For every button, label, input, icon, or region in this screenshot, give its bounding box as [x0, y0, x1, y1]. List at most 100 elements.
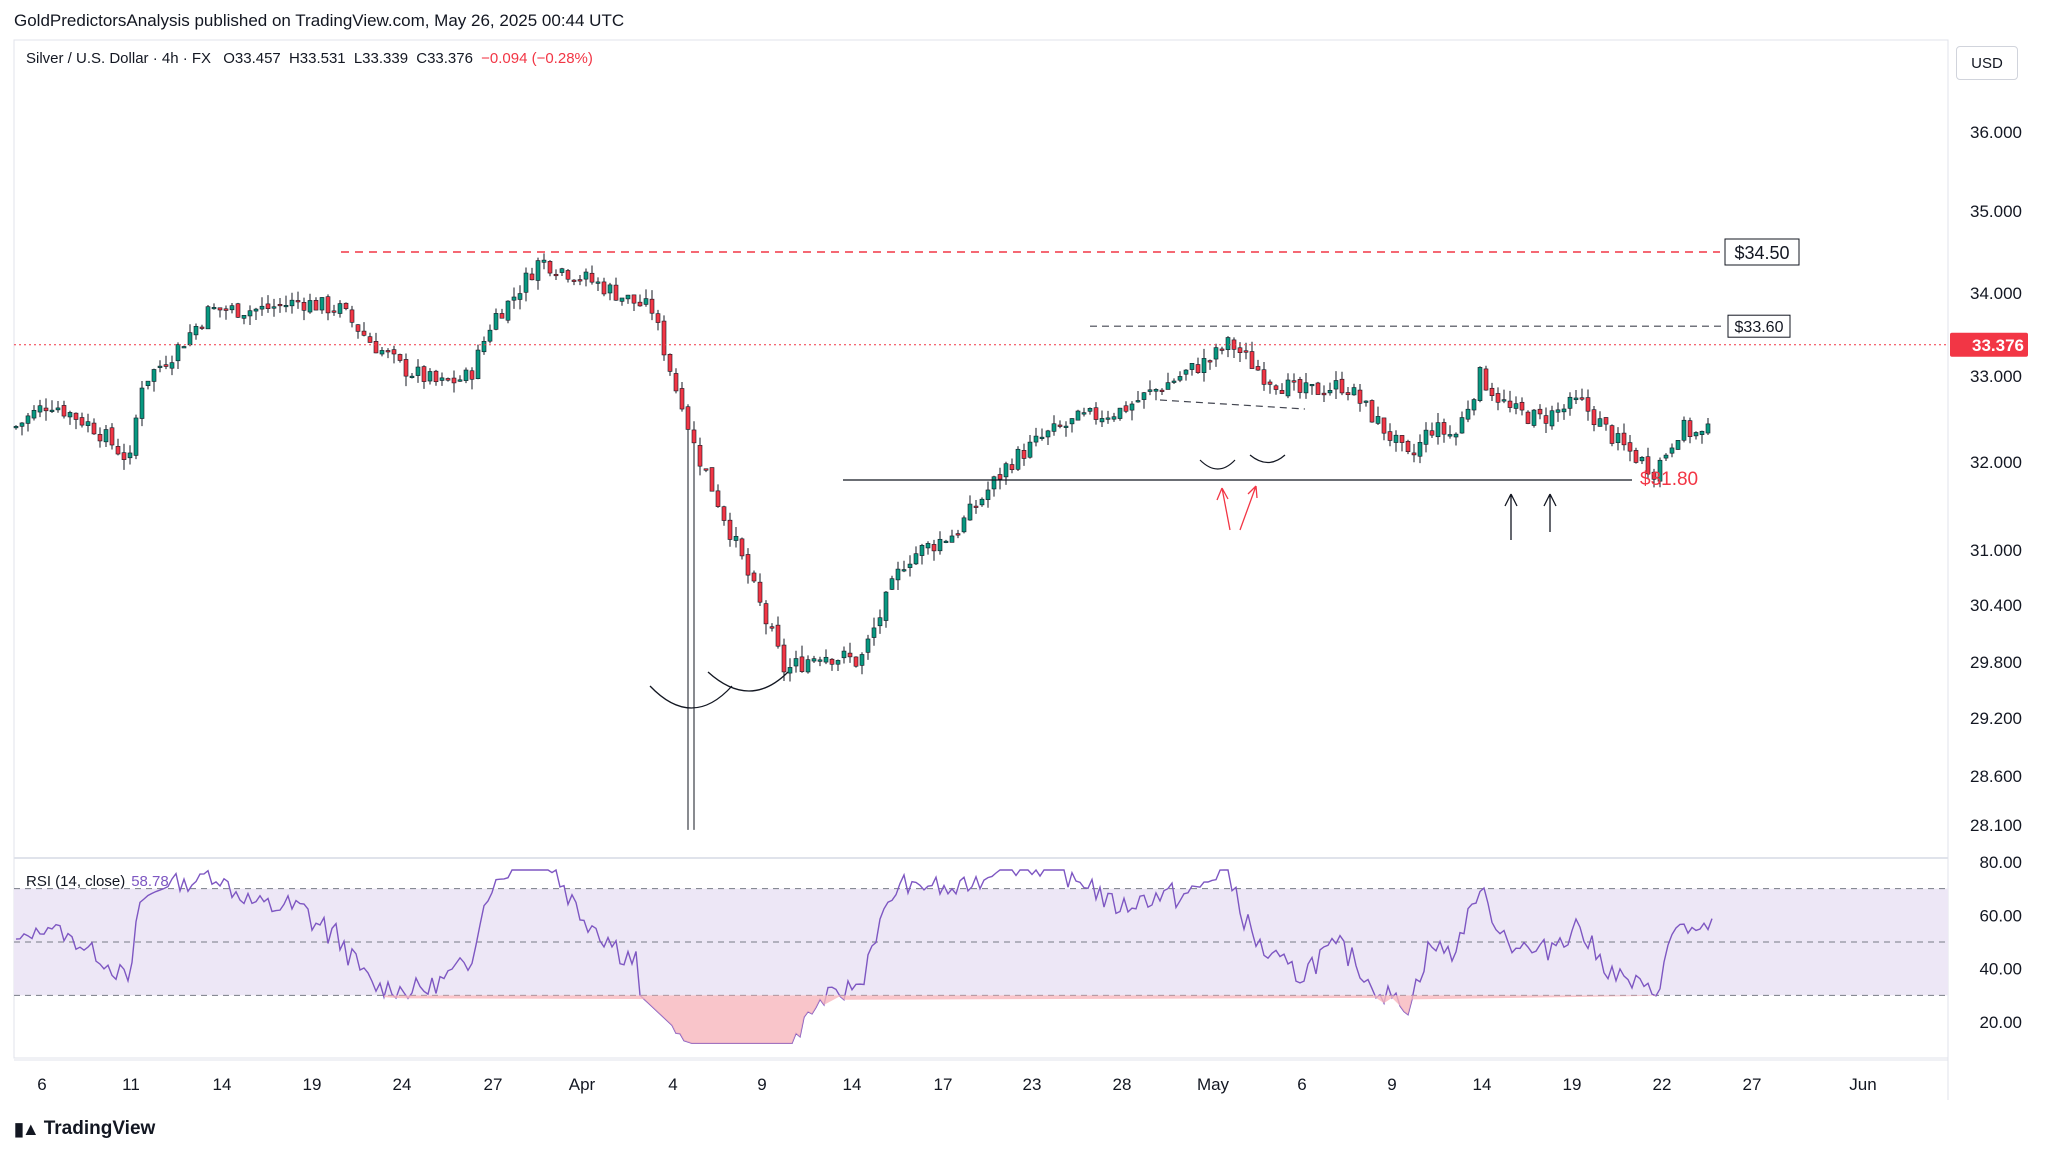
- time-tick-label: 28: [1113, 1075, 1132, 1094]
- candle-body: [727, 519, 733, 540]
- candle-body: [265, 303, 271, 309]
- candle-body: [1147, 389, 1153, 392]
- candle-body: [967, 503, 973, 521]
- candle-body: [907, 563, 913, 568]
- candle-body: [1051, 423, 1057, 432]
- candle-body: [601, 281, 607, 295]
- candle-body: [643, 298, 649, 305]
- candle-body: [283, 304, 289, 308]
- candle-body: [607, 284, 613, 294]
- candle-body: [1501, 399, 1507, 402]
- candle-body: [1579, 397, 1585, 400]
- candle-body: [55, 407, 61, 411]
- candle-body: [1453, 433, 1459, 438]
- candle-body: [1123, 405, 1129, 412]
- currency-button[interactable]: USD: [1956, 46, 2018, 80]
- candle-body: [1405, 440, 1411, 452]
- candle-body: [1219, 348, 1225, 351]
- candle-body: [493, 313, 499, 330]
- candle-body: [1297, 379, 1303, 393]
- candle-body: [841, 650, 847, 659]
- candle-body: [1567, 396, 1573, 409]
- candle-body: [1525, 411, 1531, 424]
- candle-body: [1267, 381, 1273, 385]
- candle-body: [829, 658, 835, 665]
- candle-body: [529, 273, 535, 281]
- candle-body: [451, 377, 457, 384]
- price-tick-label: 34.000: [1970, 284, 2022, 303]
- price-tick-label: 28.100: [1970, 816, 2022, 835]
- candle-body: [1207, 360, 1213, 363]
- time-tick-label: 19: [303, 1075, 322, 1094]
- ohlc-low: L33.339: [353, 50, 409, 67]
- candle-body: [235, 303, 241, 318]
- candle-body: [385, 350, 391, 353]
- candle-body: [43, 407, 49, 412]
- candle-body: [31, 409, 37, 419]
- candle-body: [1555, 409, 1561, 413]
- candle-body: [61, 405, 67, 417]
- price-tick-label: 36.000: [1970, 123, 2022, 142]
- candle-body: [1033, 435, 1039, 443]
- candle-body: [145, 380, 151, 386]
- candle-body: [277, 303, 283, 307]
- candle-body: [325, 296, 331, 314]
- candle-body: [343, 302, 349, 309]
- candle-body: [229, 305, 235, 311]
- candle-body: [337, 303, 343, 314]
- candle-body: [247, 310, 253, 317]
- last-price-tag-label: 33.376: [1972, 336, 2024, 355]
- candle-body: [301, 302, 307, 311]
- rsi-tick-label: 60.00: [1979, 906, 2022, 925]
- candle-body: [1645, 456, 1651, 475]
- candle-body: [1039, 436, 1045, 439]
- candle-body: [1021, 449, 1027, 459]
- candle-body: [1117, 407, 1123, 419]
- candle-body: [1699, 430, 1705, 435]
- candle-body: [1675, 440, 1681, 450]
- candle-body: [1441, 422, 1447, 435]
- candle-body: [721, 506, 727, 521]
- candle-body: [1597, 418, 1603, 427]
- candle-body: [1429, 430, 1435, 436]
- candle-body: [1279, 390, 1285, 394]
- candle-body: [1345, 392, 1351, 396]
- candle-body: [1417, 442, 1423, 457]
- candle-body: [415, 366, 421, 376]
- time-tick-label: May: [1197, 1075, 1230, 1094]
- candle-body: [331, 310, 337, 313]
- candle-body: [919, 545, 925, 556]
- candle-body: [559, 268, 565, 273]
- bottom-arc-1: [649, 685, 733, 709]
- candle-body: [271, 306, 277, 309]
- candle-body: [445, 378, 451, 381]
- candle-body: [379, 350, 385, 355]
- candle-body: [691, 429, 697, 444]
- candle-body: [565, 270, 571, 280]
- candle-body: [397, 354, 403, 361]
- candle-body: [1285, 379, 1291, 397]
- candle-body: [853, 656, 859, 667]
- price-change: −0.094 (−0.28%): [481, 50, 593, 67]
- candle-body: [139, 387, 145, 419]
- candle-body: [979, 498, 985, 506]
- price-tick-label: 28.600: [1970, 767, 2022, 786]
- candle-body: [475, 349, 481, 379]
- candle-body: [1411, 452, 1417, 456]
- candle-body: [409, 375, 415, 378]
- candle-body: [1291, 380, 1297, 383]
- candle-body: [1087, 408, 1093, 412]
- candle-body: [859, 654, 865, 666]
- candle-body: [313, 300, 319, 311]
- candle-body: [817, 659, 823, 662]
- candle-body: [37, 405, 43, 413]
- candle-body: [241, 315, 247, 319]
- candle-body: [1609, 425, 1615, 444]
- candle-body: [1027, 441, 1033, 458]
- candle-body: [517, 293, 523, 300]
- candle-body: [985, 489, 991, 500]
- time-tick-label: 14: [843, 1075, 862, 1094]
- candle-body: [1195, 364, 1201, 373]
- candle-body: [1543, 415, 1549, 424]
